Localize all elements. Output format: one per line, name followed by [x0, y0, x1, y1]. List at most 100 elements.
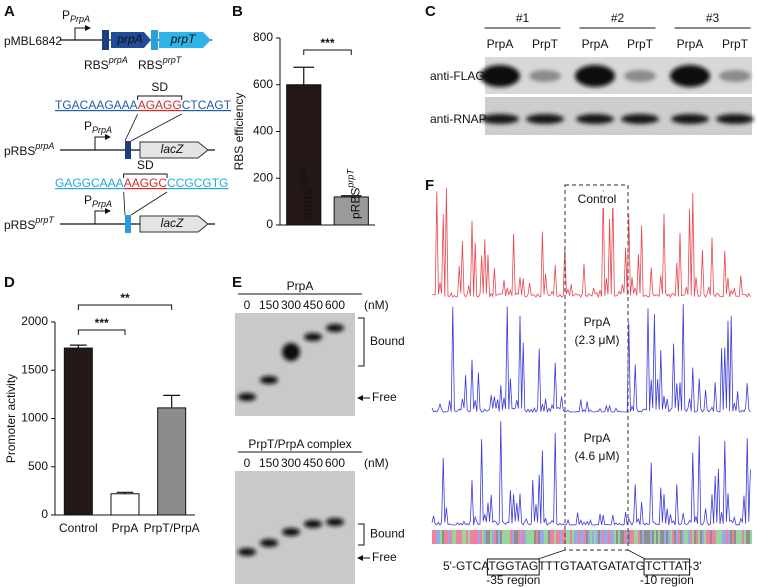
promoter-sequence-part: 5'-GTCA — [443, 559, 489, 573]
significance-bracket — [77, 304, 173, 310]
reporter-block — [139, 215, 209, 233]
promoter-label-part: PrpA — [92, 199, 112, 209]
gel-band — [282, 528, 300, 536]
sequence-color-bar — [584, 530, 586, 544]
sequence-color-bar — [596, 530, 598, 544]
sd-bracket — [137, 95, 183, 100]
gene-block — [159, 32, 211, 48]
sequence: GAGGCAAAAAGGCCCGCGTG — [55, 176, 228, 190]
sequence-color-bar — [616, 530, 618, 544]
significance-label: ** — [120, 291, 130, 305]
sequence-color-bar — [748, 530, 750, 544]
y-tick-label: 1500 — [21, 362, 48, 376]
blot-band — [621, 114, 659, 124]
sequence-color-bar — [700, 530, 702, 544]
reporter-label: lacZ — [161, 142, 184, 156]
significance-bracket — [303, 49, 352, 55]
sequence-color-bar — [664, 530, 666, 544]
sequence-color-bar — [598, 530, 600, 544]
sequence-color-bar — [538, 530, 540, 544]
sequence-color-bar — [688, 530, 690, 544]
sequence-color-bar — [442, 530, 444, 544]
sequence-color-bar — [550, 530, 552, 544]
sequence-color-bar — [572, 530, 574, 544]
sequence-color-bar — [568, 530, 570, 544]
promoter-label-part: P — [84, 119, 92, 133]
y-tick-label: 2000 — [21, 314, 48, 328]
blot-band — [719, 70, 751, 82]
sequence-color-bar — [686, 530, 688, 544]
promoter-label-part: PrpA — [92, 125, 112, 135]
sequence-color-bar — [654, 530, 656, 544]
rbs-label-part: RBS — [84, 58, 109, 72]
sequence-color-bar — [580, 530, 582, 544]
promoter-sequence-part: TCTTAT — [645, 559, 690, 573]
region-label: -10 region — [640, 573, 694, 587]
error-bar — [116, 491, 134, 494]
sequence-part: GAGGCAAA — [55, 176, 124, 190]
promoter-arrow — [74, 25, 91, 40]
sequence-color-bar — [646, 530, 648, 544]
panel-label: A — [4, 3, 15, 20]
y-axis-title: Promoter activity — [4, 374, 18, 463]
condition-label: PrpA — [584, 431, 611, 445]
y-tick-label: 200 — [253, 170, 273, 184]
sequence-color-bar — [620, 530, 622, 544]
x-tick-label: pRBSprpA — [298, 169, 315, 219]
x-tick-label-part: prpA — [298, 169, 308, 189]
sequence-color-bar — [524, 530, 526, 544]
sequence-color-bar — [582, 530, 584, 544]
sequence-color-bar — [722, 530, 724, 544]
sequence-color-bar — [672, 530, 674, 544]
group-label: #2 — [611, 11, 625, 25]
sequence-color-bar — [434, 530, 436, 544]
sequence-color-bar — [518, 530, 520, 544]
x-tick-label: Control — [59, 521, 98, 535]
blot-band — [526, 114, 564, 124]
rbs-box — [151, 30, 158, 50]
chromatogram-trace — [431, 421, 751, 526]
lane-label: PrpT — [722, 37, 749, 51]
gel-band — [326, 518, 344, 526]
sequence-color-bar — [454, 530, 456, 544]
lane-label: 600 — [325, 298, 345, 312]
sequence-color-bar — [502, 530, 504, 544]
sequence-color-bar — [534, 530, 536, 544]
significance-label: *** — [320, 36, 334, 50]
sequence-color-bar — [680, 530, 682, 544]
sequence-color-bar — [522, 530, 524, 544]
sequence-color-bar — [666, 530, 668, 544]
sequence-color-bar — [508, 530, 510, 544]
sequence-color-bar — [656, 530, 658, 544]
sequence-color-bar — [590, 530, 592, 544]
sequence-color-bar — [660, 530, 662, 544]
sequence-color-bar — [644, 530, 646, 544]
blot-band — [624, 70, 656, 82]
sequence: TGACAAGAAAAGAGGCTCAGT — [55, 98, 232, 112]
sequence-color-bar — [614, 530, 616, 544]
sd-bracket — [123, 173, 168, 178]
sequence-color-bar — [708, 530, 710, 544]
sequence-color-bar — [718, 530, 720, 544]
sequence-part: TGACAAGAAA — [55, 98, 138, 112]
blot-band — [480, 65, 520, 87]
sequence-color-bar — [484, 530, 486, 544]
unit-label: (nM) — [364, 456, 389, 470]
bar — [110, 493, 140, 516]
promoter-sequence-part: TGGTAG — [488, 559, 538, 573]
sequence-color-bar — [510, 530, 512, 544]
sequence-color-bar — [682, 530, 684, 544]
region-box — [486, 558, 540, 576]
rbs-box — [125, 141, 131, 159]
gel-band — [260, 376, 278, 384]
sequence-color-bar — [458, 530, 460, 544]
chromatogram-trace — [431, 303, 751, 414]
sequence-color-bar — [618, 530, 620, 544]
sequence-color-bar — [560, 530, 562, 544]
sd-label: SD — [137, 158, 154, 172]
label-bg — [570, 449, 624, 465]
footprint-box — [564, 184, 629, 551]
lane-label: PrpT — [532, 37, 559, 51]
